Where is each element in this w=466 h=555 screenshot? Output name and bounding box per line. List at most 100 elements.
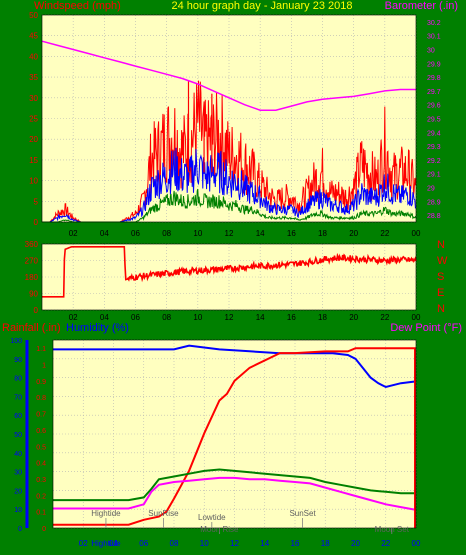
barometer-y-tick: 28.9 (427, 199, 441, 206)
direction-x-tick: 20 (349, 313, 358, 322)
direction-y-tick: 90 (29, 290, 38, 299)
wind-y-tick: 15 (29, 156, 38, 165)
annotation-label: Hightide (91, 509, 121, 518)
dewpoint-line (53, 476, 417, 511)
annotation-label: SunSet (289, 509, 316, 518)
humidity-y-tick: 10 (14, 507, 22, 514)
humidity-y-tick: 80 (14, 376, 22, 383)
wind-x-tick: 10 (193, 229, 202, 238)
humidity-y-tick: 30 (14, 470, 22, 477)
annotation-label: SunRise (148, 509, 179, 518)
wind-x-tick: 02 (69, 229, 78, 238)
humidity-y-tick: 0 (18, 526, 22, 533)
barometer-y-tick: 29.1 (427, 172, 441, 179)
rain-y-tick: 0.1 (36, 510, 46, 517)
wind-x-tick: 22 (380, 229, 389, 238)
annotation-label: Lowtide (198, 513, 226, 522)
wind-x-tick: 14 (256, 229, 265, 238)
barometer-y-tick: 29.6 (427, 103, 441, 110)
wind-y-tick: 35 (29, 73, 38, 82)
direction-y-tick: 180 (25, 273, 39, 282)
barometer-y-tick: 29.2 (427, 158, 441, 165)
plot-border (52, 339, 417, 529)
wind-y-tick: 20 (29, 135, 38, 144)
rainfall-axis-label: Rainfall (.in) (2, 322, 61, 334)
wind-y-tick: 45 (29, 32, 38, 41)
temperature-line (53, 468, 416, 502)
direction-y-tick: 0 (34, 306, 39, 315)
wind-x-tick: 00 (412, 229, 421, 238)
humidity-y-tick: 100 (10, 338, 22, 345)
temperature-axis-label: Temperature (°F) (309, 322, 392, 334)
wind-x-tick: 20 (349, 229, 358, 238)
rain-y-tick: 0.2 (36, 493, 46, 500)
wind-y-tick: 40 (29, 52, 38, 61)
direction-x-tick: 12 (225, 313, 234, 322)
humidity-y-tick: 40 (14, 451, 22, 458)
rain-y-tick: 0.7 (36, 412, 46, 419)
humidity-axis-label: Humidity (%) (66, 322, 129, 334)
temperature-y-tick: 130 (424, 345, 436, 352)
humidity-y-tick: 20 (14, 488, 22, 495)
rain-x-tick: 02 (79, 539, 88, 548)
barometer-y-tick: 29.5 (427, 117, 441, 124)
humidity-y-tick: 90 (14, 357, 22, 364)
rain-x-tick: 18 (321, 539, 330, 548)
compass-label: N (437, 239, 445, 251)
chart-axes: 0510152025303540455028.828.92929.129.229… (10, 11, 448, 548)
rain-x-tick: 04 (109, 539, 118, 548)
chart-series (41, 40, 417, 528)
wind-y-tick: 0 (34, 218, 39, 227)
direction-x-tick: 02 (69, 313, 78, 322)
rain-y-tick: 0 (42, 526, 46, 533)
annotation-label: Hightide (91, 539, 121, 548)
rain-y-tick: 0.9 (36, 379, 46, 386)
rain-x-tick: 14 (260, 539, 269, 548)
plot-border (41, 14, 417, 223)
direction-x-tick: 16 (287, 313, 296, 322)
humidity-line (53, 344, 417, 389)
wind-x-tick: 18 (318, 229, 327, 238)
wind-y-tick: 50 (29, 11, 38, 20)
annotation-label: Moon Rise (200, 525, 239, 534)
rain-y-tick: 1.1 (36, 346, 46, 353)
barometer-y-tick: 29.8 (427, 75, 441, 82)
direction-y-tick: 270 (25, 257, 39, 266)
barometer-y-tick: 28.8 (427, 213, 441, 220)
temperature-y-tick: 90 (424, 401, 432, 408)
wind-direction-line (42, 246, 417, 298)
barometer-y-tick: 30 (427, 48, 435, 55)
direction-x-tick: 10 (193, 313, 202, 322)
rainfall-line (53, 347, 416, 526)
barometer-line (41, 40, 416, 111)
temperature-y-tick: 80 (424, 415, 432, 422)
rain-y-tick: 1 (42, 363, 46, 370)
rain-x-tick: 20 (351, 539, 360, 548)
barometer-y-tick: 29 (427, 186, 435, 193)
wind-y-tick: 10 (29, 177, 38, 186)
temperature-y-tick: 30 (424, 484, 432, 491)
rain-y-tick: 0.6 (36, 428, 46, 435)
dewpoint-axis-label: Dew Point (°F) (390, 322, 462, 334)
annotation-label: Moon Set (375, 525, 410, 534)
rain-y-tick: 0.4 (36, 461, 46, 468)
temperature-y-tick: 110 (424, 373, 435, 380)
wind-x-tick: 16 (287, 229, 296, 238)
barometer-axis-label: Barometer (.in) (385, 0, 458, 12)
rain-x-tick: 22 (381, 539, 390, 548)
direction-x-tick: 04 (100, 313, 109, 322)
barometer-y-tick: 30.1 (427, 34, 441, 41)
windspeed-axis-label: Windspeed (mph) (34, 0, 121, 12)
wind-x-tick: 12 (225, 229, 234, 238)
barometer-y-tick: 29.3 (427, 144, 441, 151)
temperature-y-tick: 10 (424, 512, 432, 519)
barometer-y-tick: 29.9 (427, 61, 441, 68)
wind-y-tick: 25 (29, 115, 38, 124)
compass-label: N (437, 303, 445, 315)
rain-x-tick: 12 (230, 539, 239, 548)
wind-x-tick: 08 (162, 229, 171, 238)
direction-x-tick: 18 (318, 313, 327, 322)
compass-label: W (437, 255, 448, 267)
